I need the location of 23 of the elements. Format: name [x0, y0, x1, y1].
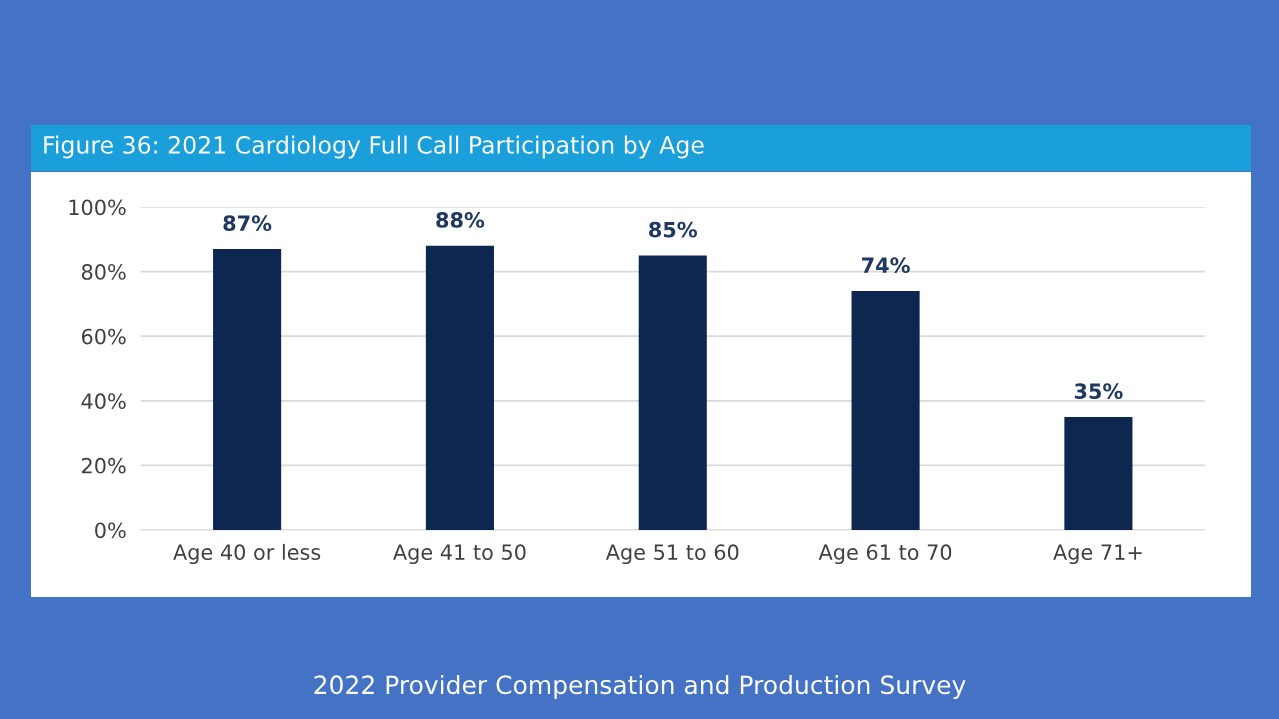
x-tick-label: Age 41 to 50: [393, 544, 526, 565]
y-tick-label: 40%: [81, 393, 126, 410]
chart-title: Figure 36: 2021 Cardiology Full Call Participation by Age: [44, 135, 704, 159]
bar: [638, 255, 707, 530]
data-label: 88%: [436, 212, 485, 228]
y-tick-label: 0%: [95, 522, 126, 539]
data-label: 85%: [649, 221, 698, 238]
x-tick-label: Age 61 to 70: [818, 544, 952, 565]
y-tick-label: 60%: [81, 328, 126, 345]
y-tick-label: 100%: [69, 199, 126, 216]
data-label: 74%: [862, 257, 910, 274]
bar: [851, 290, 920, 530]
text: 2022 Provider Compensation and Production Survey: [314, 674, 966, 700]
y-tick-label: 20%: [82, 457, 126, 474]
bar: [425, 245, 494, 530]
data-label: 87%: [223, 215, 272, 232]
data-label: 35%: [1074, 383, 1123, 400]
bar: [213, 248, 282, 530]
y-tick-label: 80%: [81, 264, 126, 280]
x-tick-label: Age 71+: [1053, 544, 1142, 565]
x-tick-label: Age 40 or less: [173, 543, 321, 565]
x-tick-label: Age 51 to 60: [605, 544, 739, 565]
bar: [1064, 416, 1133, 530]
